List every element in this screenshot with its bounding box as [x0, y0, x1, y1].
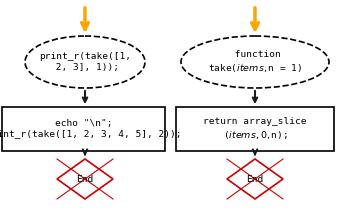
Text: print_r(take([1,
 2, 3], 1));: print_r(take([1, 2, 3], 1));	[39, 52, 131, 72]
Text: function
take($items, $n = 1): function take($items, $n = 1)	[208, 50, 302, 74]
Bar	[2, 107, 165, 151]
Text: End: End	[76, 175, 94, 183]
Bar	[176, 107, 334, 151]
Text: End: End	[246, 175, 264, 183]
Text: echo "\n";
print_r(take([1, 2, 3, 4, 5], 2));: echo "\n"; print_r(take([1, 2, 3, 4, 5],…	[0, 119, 181, 139]
Text: return array_slice
($items, 0, $n);: return array_slice ($items, 0, $n);	[203, 117, 307, 141]
